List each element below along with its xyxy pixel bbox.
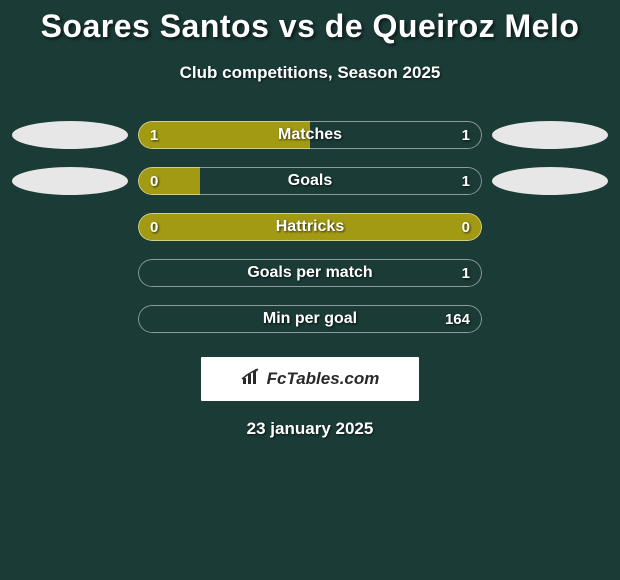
date-label: 23 january 2025 — [0, 419, 620, 439]
stat-row: 1Goals per match — [0, 259, 620, 287]
player-right-marker — [492, 305, 608, 333]
logo-text: FcTables.com — [267, 369, 380, 389]
stat-row: 01Goals — [0, 167, 620, 195]
stat-bar: 1Goals per match — [138, 259, 482, 287]
player-right-marker — [492, 213, 608, 241]
bar-left-segment — [138, 121, 310, 149]
player-right-marker — [492, 167, 608, 195]
stat-row: 11Matches — [0, 121, 620, 149]
bar-chart-icon — [241, 368, 263, 391]
stat-rows: 11Matches 01Goals 00Hattricks 1Goals per ma… — [0, 121, 620, 333]
page-title: Soares Santos vs de Queiroz Melo — [0, 8, 620, 45]
player-left-marker — [12, 213, 128, 241]
bar-right-segment — [310, 121, 482, 149]
bar-right-segment — [200, 167, 482, 195]
subtitle: Club competitions, Season 2025 — [0, 63, 620, 83]
bar-right-segment — [138, 305, 482, 333]
stat-bar: 01Goals — [138, 167, 482, 195]
bar-right-segment — [138, 259, 482, 287]
stat-bar: 11Matches — [138, 121, 482, 149]
stat-row: 00Hattricks — [0, 213, 620, 241]
stat-bar: 00Hattricks — [138, 213, 482, 241]
bar-left-segment — [138, 167, 200, 195]
player-left-marker — [12, 121, 128, 149]
player-right-marker — [492, 121, 608, 149]
stat-bar: 164Min per goal — [138, 305, 482, 333]
comparison-card: Soares Santos vs de Queiroz Melo Club co… — [0, 0, 620, 439]
player-left-marker — [12, 305, 128, 333]
logo: FcTables.com — [241, 368, 380, 391]
logo-box[interactable]: FcTables.com — [201, 357, 419, 401]
player-right-marker — [492, 259, 608, 287]
stat-row: 164Min per goal — [0, 305, 620, 333]
player-left-marker — [12, 167, 128, 195]
bar-left-segment — [138, 213, 482, 241]
player-left-marker — [12, 259, 128, 287]
